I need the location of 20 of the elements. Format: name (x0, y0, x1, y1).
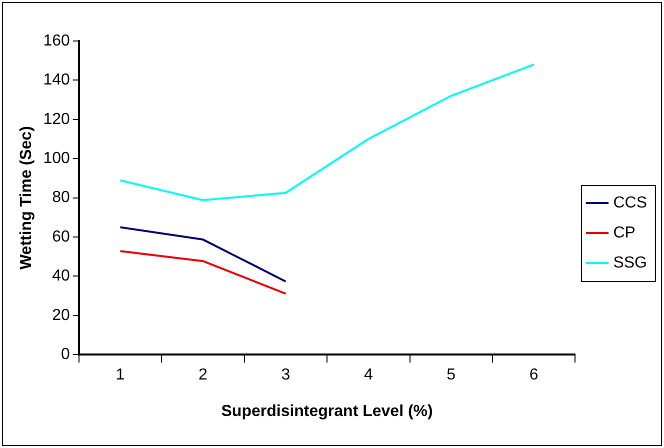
x-tick-label: 1 (116, 366, 125, 384)
y-tick-label: 80 (52, 189, 70, 206)
x-tick-label: 5 (446, 366, 456, 384)
x-axis-title: Superdisintegrant Level (%) (221, 402, 433, 420)
y-tick-label: 20 (52, 306, 70, 324)
y-tick-label: 60 (52, 228, 70, 246)
y-tick-label: 100 (43, 150, 70, 168)
x-tick-label: 2 (198, 366, 208, 384)
y-tick-label: 0 (60, 346, 70, 364)
x-tick-label: 4 (364, 366, 373, 384)
y-tick-label: 160 (43, 32, 70, 50)
y-tick-label: 120 (43, 110, 70, 128)
legend-label: SSG (613, 254, 648, 272)
x-tick-label: 3 (281, 366, 290, 384)
x-tick-label: 6 (529, 366, 538, 384)
legend-label: CCS (613, 194, 647, 212)
y-axis-title: Wetting Time (Sec) (18, 126, 36, 270)
legend-label: CP (613, 224, 636, 242)
y-tick-label: 40 (52, 268, 70, 285)
y-tick-label: 140 (43, 72, 70, 89)
